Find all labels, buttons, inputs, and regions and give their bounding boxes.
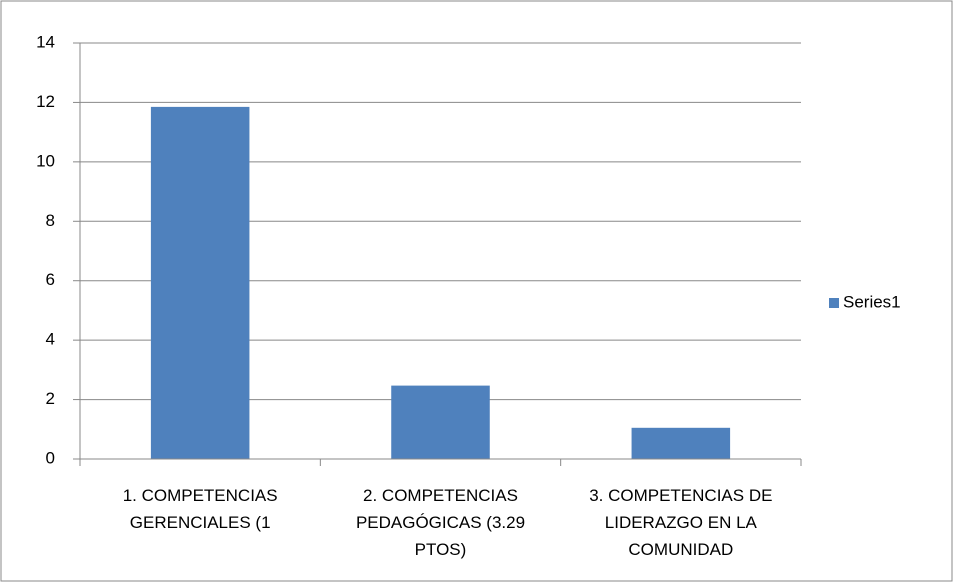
y-tick-label: 10 bbox=[36, 151, 55, 170]
x-tick-label: 1. COMPETENCIAS GERENCIALES (1 bbox=[122, 486, 278, 532]
y-tick-label: 6 bbox=[46, 270, 55, 289]
bar bbox=[150, 106, 250, 459]
x-tick-label: 2. COMPETENCIAS PEDAGÓGICAS (3.29 PTOS) bbox=[355, 486, 526, 559]
y-tick-label: 14 bbox=[36, 32, 55, 51]
y-tick-label: 2 bbox=[46, 389, 55, 408]
bar bbox=[391, 385, 490, 459]
y-tick-label: 8 bbox=[46, 211, 55, 230]
bar bbox=[631, 427, 731, 459]
x-tick-label: 3. COMPETENCIAS DE LIDERAZGO EN LA COMUN… bbox=[589, 486, 773, 559]
y-tick-label: 0 bbox=[46, 448, 55, 467]
y-tick-label: 12 bbox=[36, 92, 55, 111]
legend-swatch bbox=[829, 298, 839, 308]
legend-label: Series1 bbox=[843, 292, 901, 311]
y-tick-label: 4 bbox=[46, 330, 55, 349]
